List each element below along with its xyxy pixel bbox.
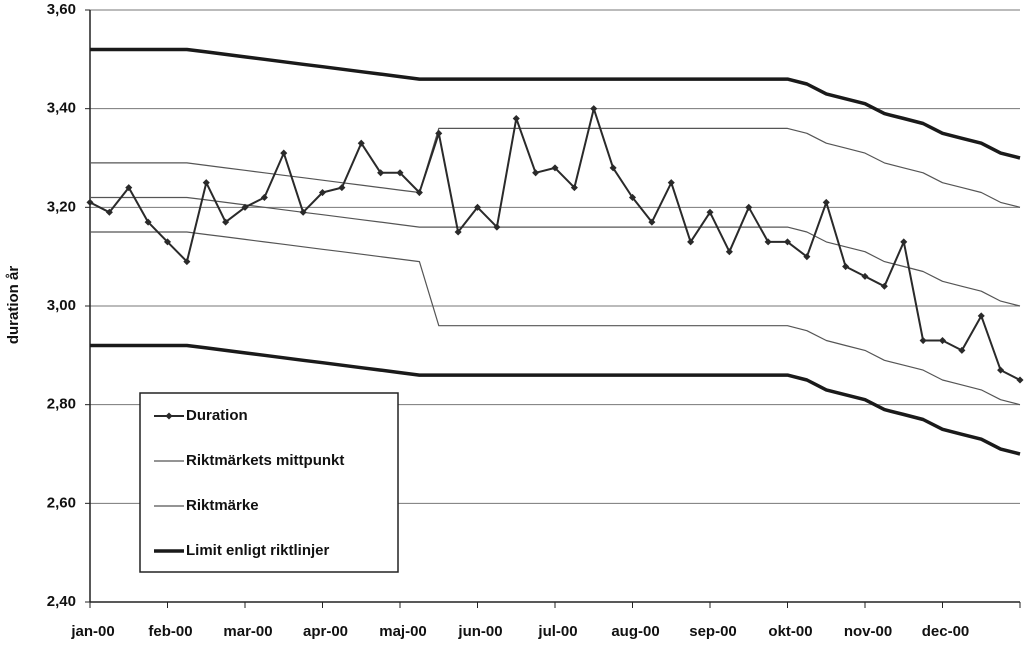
point-marker [532, 169, 540, 177]
point-marker [648, 218, 656, 226]
point-marker [706, 208, 714, 216]
x-tick-label: nov-00 [844, 623, 892, 640]
point-marker [764, 238, 772, 246]
point-marker [241, 203, 249, 211]
series-line [90, 47, 1021, 160]
y-axis-title: duration år [5, 266, 22, 345]
series-line [90, 127, 1021, 208]
point-marker [628, 193, 637, 202]
point-marker [900, 238, 908, 246]
legend-label: Riktmärkets mittpunkt [186, 452, 344, 469]
x-tick-label: sep-00 [689, 623, 737, 640]
legend-label: Riktmärke [186, 497, 259, 514]
y-tick-label: 3,40 [47, 100, 76, 117]
point-marker [338, 184, 346, 192]
point-marker [861, 272, 869, 280]
point-marker [745, 203, 753, 211]
point-marker [222, 218, 230, 226]
point-marker [725, 248, 733, 256]
point-marker [822, 198, 830, 206]
point-marker [435, 129, 443, 137]
legend-label: Limit enligt riktlinjer [186, 542, 330, 559]
point-marker [396, 169, 404, 177]
x-tick-label: apr-00 [303, 623, 348, 640]
point-marker [183, 258, 191, 266]
point-marker [415, 188, 423, 197]
point-marker [938, 336, 947, 345]
point-marker [144, 218, 152, 226]
point-marker [687, 238, 695, 246]
series-line [89, 107, 1021, 381]
point-marker [667, 179, 675, 187]
point-marker [958, 346, 966, 354]
point-marker [609, 164, 617, 172]
x-tick-label: feb-00 [148, 623, 192, 640]
point-marker [997, 366, 1005, 374]
x-tick-label: aug-00 [611, 623, 659, 640]
point-marker [783, 238, 792, 246]
point-marker [570, 184, 578, 192]
x-tick-label: maj-00 [379, 623, 427, 640]
point-marker [280, 149, 288, 157]
point-marker [163, 238, 172, 246]
point-marker [512, 114, 520, 123]
point-marker [842, 262, 850, 271]
point-marker [880, 282, 888, 290]
y-tick-label: 3,60 [47, 1, 76, 18]
point-marker [919, 336, 927, 345]
y-tick-label: 3,00 [47, 297, 76, 314]
point-marker [803, 253, 811, 261]
x-tick-label: jul-00 [537, 623, 577, 640]
y-tick-label: 2,60 [47, 494, 76, 511]
x-tick-label: okt-00 [768, 623, 812, 640]
point-marker [493, 223, 501, 231]
point-marker [357, 139, 365, 147]
point-marker [551, 164, 559, 172]
point-marker [377, 169, 385, 177]
y-tick-label: 2,40 [47, 593, 76, 610]
point-marker [105, 208, 113, 216]
y-tick-label: 3,20 [47, 198, 76, 215]
point-marker [590, 105, 598, 113]
point-marker [1016, 376, 1024, 384]
x-tick-label: jan-00 [70, 623, 114, 640]
point-marker [473, 203, 482, 211]
point-marker [454, 228, 462, 236]
series-line [90, 231, 1021, 406]
point-marker [977, 312, 985, 320]
legend: Duration Riktmärkets mittpunkt Riktmärke Li… [139, 392, 399, 573]
point-marker [299, 208, 307, 216]
point-marker [86, 198, 94, 206]
y-tick-label: 2,80 [47, 396, 76, 413]
legend-marker [165, 412, 173, 420]
point-marker [202, 179, 210, 187]
series-line [90, 343, 1021, 456]
point-marker [125, 184, 133, 192]
point-marker [318, 188, 327, 197]
x-tick-label: jun-00 [457, 623, 502, 640]
point-marker [260, 193, 268, 202]
legend-box [139, 392, 399, 573]
x-tick-label: mar-00 [223, 623, 272, 640]
series-line [90, 196, 1021, 307]
x-tick-label: dec-00 [922, 623, 970, 640]
legend-label: Duration [186, 407, 248, 424]
